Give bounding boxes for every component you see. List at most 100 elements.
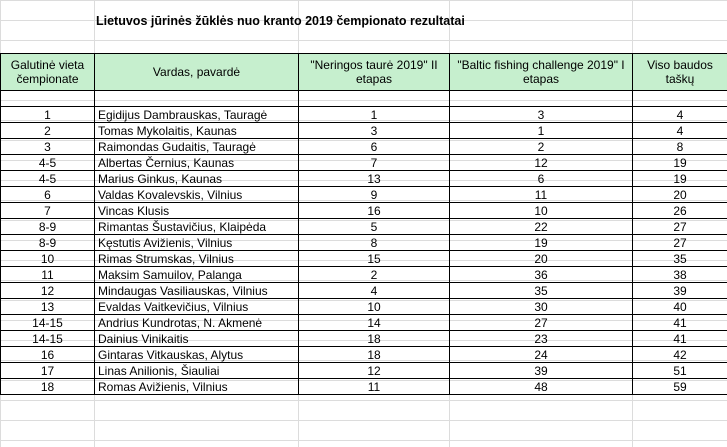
name-cell[interactable]: Raimondas Gudaitis, Tauragė	[94, 138, 299, 155]
total-cell[interactable]: 59	[632, 378, 727, 395]
total-cell[interactable]: 41	[632, 314, 727, 331]
place-cell[interactable]: 11	[0, 266, 95, 283]
stage1-cell[interactable]: 1	[449, 122, 633, 139]
total-cell[interactable]: 27	[632, 218, 727, 235]
stage2-cell[interactable]: 11	[298, 378, 450, 395]
header-stage1[interactable]: "Baltic fishing challenge 2019" I etapas	[449, 53, 633, 91]
total-cell[interactable]: 8	[632, 138, 727, 155]
stage2-cell[interactable]: 9	[298, 186, 450, 203]
name-cell[interactable]: Andrius Kundrotas, N. Akmenė	[94, 314, 299, 331]
stage2-cell[interactable]: 18	[298, 346, 450, 363]
sheet-title[interactable]: Lietuvos jūrinės žūklės nuo kranto 2019 …	[96, 14, 465, 28]
name-cell[interactable]: Dainius Vinikaitis	[94, 330, 299, 347]
stage2-cell[interactable]: 18	[298, 330, 450, 347]
stage2-cell[interactable]: 4	[298, 282, 450, 299]
total-cell[interactable]: 19	[632, 154, 727, 171]
name-cell[interactable]: Kęstutis Avižienis, Vilnius	[94, 234, 299, 251]
name-cell[interactable]: Rimas Strumskas, Vilnius	[94, 250, 299, 267]
total-cell[interactable]: 27	[632, 234, 727, 251]
name-cell[interactable]: Egidijus Dambrauskas, Tauragė	[94, 106, 299, 123]
stage2-cell[interactable]: 8	[298, 234, 450, 251]
stage1-cell[interactable]: 36	[449, 266, 633, 283]
place-cell[interactable]: 13	[0, 298, 95, 315]
place-cell[interactable]: 8-9	[0, 234, 95, 251]
place-cell[interactable]: 7	[0, 202, 95, 219]
place-cell[interactable]: 17	[0, 362, 95, 379]
stage2-cell[interactable]: 7	[298, 154, 450, 171]
name-cell[interactable]: Rimantas Šustavičius, Klaipėda	[94, 218, 299, 235]
total-cell[interactable]: 26	[632, 202, 727, 219]
place-cell[interactable]: 2	[0, 122, 95, 139]
total-cell[interactable]: 40	[632, 298, 727, 315]
empty-cell[interactable]	[449, 90, 633, 107]
stage2-cell[interactable]: 10	[298, 298, 450, 315]
total-cell[interactable]: 20	[632, 186, 727, 203]
stage1-cell[interactable]: 39	[449, 362, 633, 379]
name-cell[interactable]: Valdas Kovalevskis, Vilnius	[94, 186, 299, 203]
stage2-cell[interactable]: 1	[298, 106, 450, 123]
name-cell[interactable]: Mindaugas Vasiliauskas, Vilnius	[94, 282, 299, 299]
stage2-cell[interactable]: 2	[298, 266, 450, 283]
total-cell[interactable]: 51	[632, 362, 727, 379]
total-cell[interactable]: 38	[632, 266, 727, 283]
empty-cell[interactable]	[298, 90, 450, 107]
place-cell[interactable]: 14-15	[0, 330, 95, 347]
stage2-cell[interactable]: 6	[298, 138, 450, 155]
total-cell[interactable]: 35	[632, 250, 727, 267]
stage1-cell[interactable]: 27	[449, 314, 633, 331]
total-cell[interactable]: 19	[632, 170, 727, 187]
stage2-cell[interactable]: 3	[298, 122, 450, 139]
stage2-cell[interactable]: 12	[298, 362, 450, 379]
place-cell[interactable]: 6	[0, 186, 95, 203]
place-cell[interactable]: 3	[0, 138, 95, 155]
stage1-cell[interactable]: 48	[449, 378, 633, 395]
place-cell[interactable]: 12	[0, 282, 95, 299]
place-cell[interactable]: 18	[0, 378, 95, 395]
empty-cell[interactable]	[0, 90, 95, 107]
name-cell[interactable]: Evaldas Vaitkevičius, Vilnius	[94, 298, 299, 315]
stage2-cell[interactable]: 13	[298, 170, 450, 187]
header-total[interactable]: Viso baudos taškų	[632, 53, 727, 91]
place-cell[interactable]: 10	[0, 250, 95, 267]
stage2-cell[interactable]: 15	[298, 250, 450, 267]
place-cell[interactable]: 1	[0, 106, 95, 123]
place-cell[interactable]: 4-5	[0, 154, 95, 171]
empty-cell[interactable]	[94, 90, 299, 107]
name-cell[interactable]: Gintaras Vitkauskas, Alytus	[94, 346, 299, 363]
stage1-cell[interactable]: 22	[449, 218, 633, 235]
stage1-cell[interactable]: 12	[449, 154, 633, 171]
name-cell[interactable]: Maksim Samuilov, Palanga	[94, 266, 299, 283]
stage1-cell[interactable]: 20	[449, 250, 633, 267]
stage1-cell[interactable]: 24	[449, 346, 633, 363]
stage2-cell[interactable]: 5	[298, 218, 450, 235]
place-cell[interactable]: 8-9	[0, 218, 95, 235]
place-cell[interactable]: 16	[0, 346, 95, 363]
stage1-cell[interactable]: 3	[449, 106, 633, 123]
header-name[interactable]: Vardas, pavardė	[94, 53, 299, 91]
stage1-cell[interactable]: 11	[449, 186, 633, 203]
stage1-cell[interactable]: 30	[449, 298, 633, 315]
stage2-cell[interactable]: 16	[298, 202, 450, 219]
stage1-cell[interactable]: 35	[449, 282, 633, 299]
name-cell[interactable]: Vincas Klusis	[94, 202, 299, 219]
header-place[interactable]: Galutinė vieta čempionate	[0, 53, 95, 91]
total-cell[interactable]: 41	[632, 330, 727, 347]
name-cell[interactable]: Tomas Mykolaitis, Kaunas	[94, 122, 299, 139]
stage1-cell[interactable]: 2	[449, 138, 633, 155]
name-cell[interactable]: Romas Avižienis, Vilnius	[94, 378, 299, 395]
name-cell[interactable]: Albertas Černius, Kaunas	[94, 154, 299, 171]
empty-cell[interactable]	[632, 90, 727, 107]
name-cell[interactable]: Linas Anilionis, Šiauliai	[94, 362, 299, 379]
place-cell[interactable]: 4-5	[0, 170, 95, 187]
total-cell[interactable]: 4	[632, 122, 727, 139]
stage1-cell[interactable]: 6	[449, 170, 633, 187]
place-cell[interactable]: 14-15	[0, 314, 95, 331]
name-cell[interactable]: Marius Ginkus, Kaunas	[94, 170, 299, 187]
stage1-cell[interactable]: 19	[449, 234, 633, 251]
stage2-cell[interactable]: 14	[298, 314, 450, 331]
stage1-cell[interactable]: 10	[449, 202, 633, 219]
stage1-cell[interactable]: 23	[449, 330, 633, 347]
total-cell[interactable]: 42	[632, 346, 727, 363]
header-stage2[interactable]: "Neringos taurė 2019" II etapas	[298, 53, 450, 91]
total-cell[interactable]: 39	[632, 282, 727, 299]
